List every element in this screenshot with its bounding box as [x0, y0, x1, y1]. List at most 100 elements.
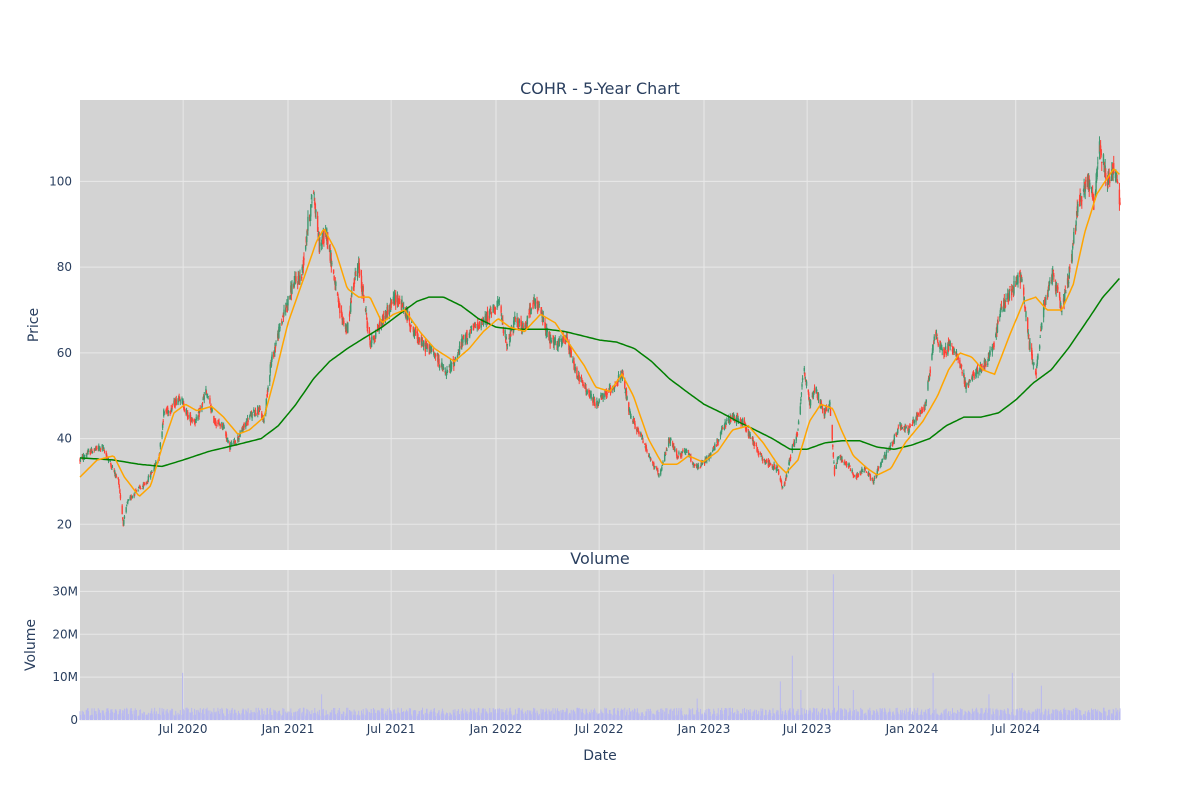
candle-body — [1060, 303, 1062, 307]
volume-bar — [185, 707, 187, 720]
volume-bar — [209, 713, 211, 720]
volume-bar — [1053, 710, 1055, 720]
volume-bar — [385, 711, 387, 720]
volume-bar — [529, 712, 531, 720]
volume-bar — [566, 708, 568, 720]
volume-bar — [975, 709, 977, 720]
volume-bar — [529, 711, 531, 720]
volume-bar — [407, 711, 409, 720]
volume-bar — [1041, 712, 1043, 720]
volume-bar — [717, 716, 719, 720]
volume-bar — [84, 714, 86, 720]
candle-body — [955, 351, 958, 357]
volume-bar — [409, 712, 411, 720]
volume-bar — [670, 708, 672, 720]
volume-bar — [151, 708, 153, 720]
volume-bar — [1118, 711, 1120, 720]
candle-body — [245, 421, 248, 425]
volume-bar — [585, 708, 587, 720]
volume-bar — [86, 708, 88, 720]
volume-bar — [673, 708, 675, 720]
candle-body — [246, 423, 248, 426]
volume-bar — [349, 710, 351, 720]
volume-bar — [162, 712, 164, 720]
volume-bar — [1072, 708, 1074, 720]
candle-body — [598, 399, 600, 403]
candle-body — [298, 276, 300, 280]
candle-body — [438, 366, 441, 368]
volume-bar — [166, 713, 168, 720]
volume-bar — [606, 708, 608, 720]
volume-bar — [613, 715, 615, 720]
candle-body — [772, 466, 775, 469]
volume-bar — [233, 709, 235, 720]
candle-body — [916, 414, 918, 421]
volume-bar — [987, 712, 989, 720]
volume-bar — [375, 713, 377, 720]
candle-body — [241, 430, 243, 432]
candle-body — [1101, 162, 1103, 164]
volume-bar — [410, 708, 412, 720]
volume-bar — [302, 715, 304, 720]
volume-bar — [710, 715, 712, 720]
volume-bar — [582, 712, 584, 720]
candle-body — [266, 390, 269, 395]
volume-bar — [705, 713, 707, 720]
candle-body — [137, 489, 139, 491]
volume-bar — [885, 714, 887, 720]
volume-bar — [873, 712, 875, 720]
volume-bar — [1008, 714, 1010, 720]
volume-bar — [357, 714, 359, 720]
candle-body — [654, 466, 656, 467]
candle-body — [979, 368, 981, 372]
volume-bar — [522, 711, 524, 720]
volume-bar — [431, 712, 433, 720]
candle-body — [883, 454, 886, 456]
candle-body — [254, 411, 256, 416]
candle-body — [760, 454, 763, 457]
candle-body — [629, 413, 632, 416]
volume-bar — [704, 712, 706, 720]
volume-bar — [720, 714, 722, 720]
volume-bar — [314, 707, 316, 720]
candle-body — [1007, 293, 1009, 300]
volume-bar — [975, 707, 977, 720]
volume-bar — [888, 712, 890, 720]
volume-bar — [956, 714, 958, 720]
volume-bar — [199, 712, 201, 720]
candle-body — [883, 455, 885, 460]
volume-bar — [366, 709, 368, 720]
volume-bar — [992, 708, 994, 720]
volume-bar — [1076, 712, 1078, 720]
volume-bar — [945, 714, 947, 720]
candle-body — [720, 428, 723, 432]
candle-body — [636, 428, 638, 432]
volume-bar — [908, 710, 910, 720]
volume-bar — [885, 711, 887, 720]
volume-bar — [170, 712, 172, 720]
candle-body — [442, 369, 444, 370]
volume-bar — [876, 709, 878, 720]
candle-body — [1083, 185, 1085, 196]
volume-bar — [955, 713, 957, 720]
volume-bar — [925, 709, 927, 720]
volume-bar — [141, 713, 143, 720]
volume-bar — [393, 709, 395, 720]
candle-body — [1067, 276, 1069, 286]
volume-bar — [465, 712, 467, 720]
candle-body — [1037, 354, 1039, 359]
volume-bar — [342, 711, 344, 720]
volume-bar — [778, 714, 780, 720]
price-grid — [80, 100, 1120, 550]
candle-body — [889, 445, 892, 450]
candle-body — [275, 342, 277, 345]
candle-body — [197, 416, 199, 420]
volume-bar — [1104, 710, 1106, 720]
volume-bar — [920, 714, 922, 720]
volume-bar — [162, 711, 164, 720]
volume-bar — [556, 710, 558, 720]
volume-bar — [604, 707, 606, 720]
candle-body — [808, 400, 811, 402]
candle-body — [430, 348, 433, 351]
candle-body — [809, 400, 812, 406]
